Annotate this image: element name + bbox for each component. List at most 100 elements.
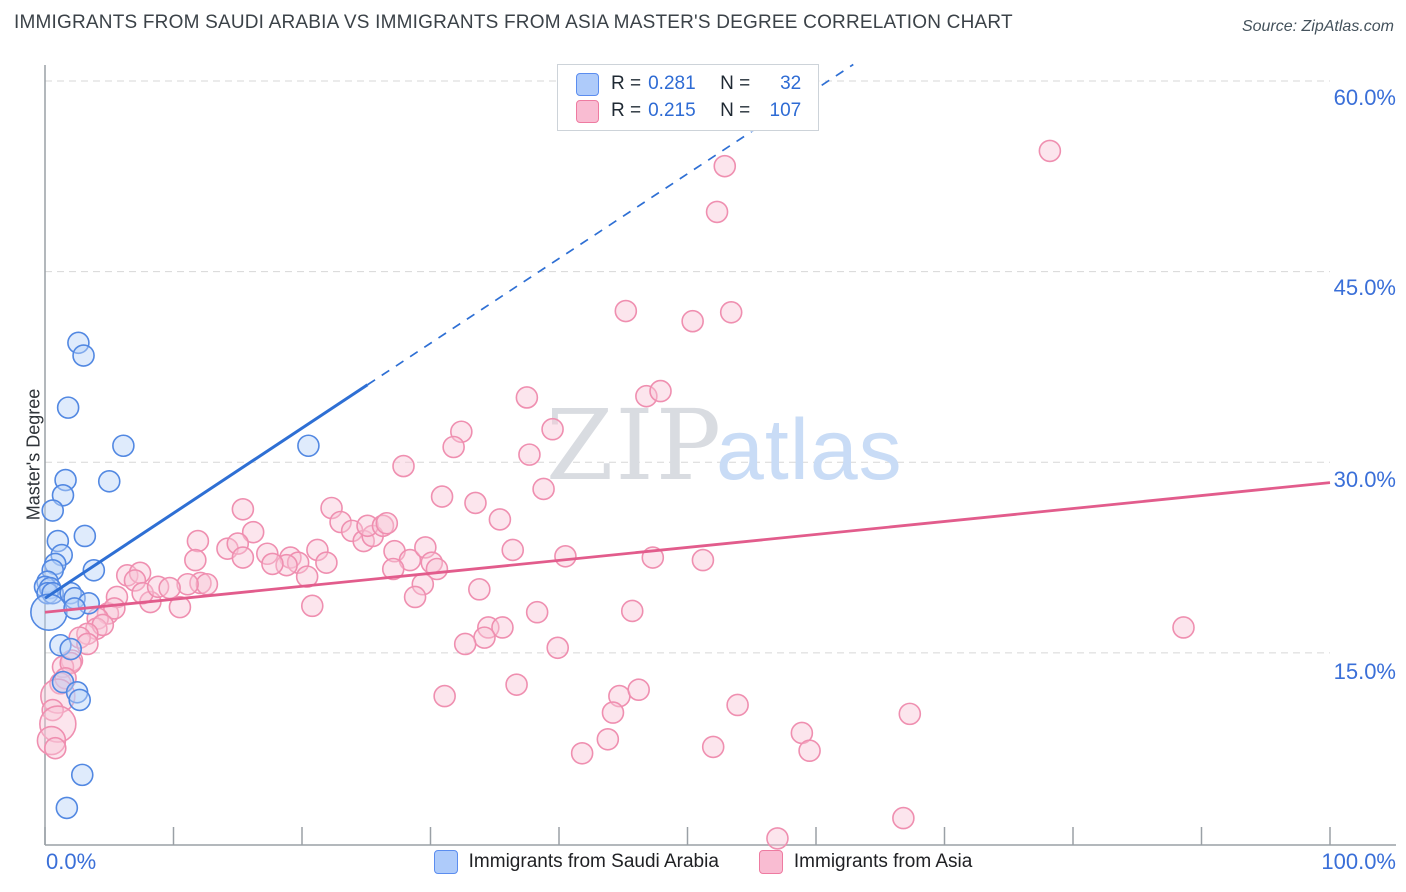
watermark-atlas: atlas — [716, 402, 903, 498]
scatter-point-asia[interactable] — [356, 514, 379, 538]
scatter-point-asia[interactable] — [392, 454, 415, 478]
scatter-point-asia[interactable] — [501, 538, 525, 562]
scatter-point-asia[interactable] — [488, 508, 512, 531]
scatter-point-asia[interactable] — [614, 299, 638, 323]
scatter-point-asia[interactable] — [403, 585, 427, 609]
scatter-point-asia[interactable] — [442, 435, 465, 459]
scatter-point-asia[interactable] — [43, 736, 67, 760]
scatter-point-asia[interactable] — [371, 514, 395, 538]
scatter-point-asia[interactable] — [532, 477, 555, 501]
scatter-point-asia[interactable] — [39, 705, 77, 743]
source-credit: Source: ZipAtlas.com — [1241, 18, 1394, 35]
scatter-point-saudi[interactable] — [59, 637, 82, 661]
scatter-point-asia[interactable] — [453, 632, 477, 656]
y-tick-label-45: 45.0% — [1333, 275, 1396, 300]
scatter-point-asia[interactable] — [40, 678, 76, 714]
x-axis-max-label: 100.0% — [1321, 849, 1396, 874]
scatter-point-asia[interactable] — [546, 636, 570, 660]
scatter-point-saudi[interactable] — [112, 434, 135, 458]
scatter-point-asia[interactable] — [570, 741, 594, 765]
scatter-point-asia[interactable] — [601, 701, 625, 724]
scatter-point-asia[interactable] — [168, 595, 192, 619]
scatter-point-asia[interactable] — [898, 702, 922, 726]
scatter-point-saudi[interactable] — [70, 763, 94, 787]
scatter-point-asia[interactable] — [627, 678, 650, 702]
scatter-point-asia[interactable] — [433, 684, 456, 708]
scatter-point-asia[interactable] — [719, 301, 743, 324]
scatter-point-asia[interactable] — [1172, 616, 1195, 639]
scatter-point-asia[interactable] — [596, 727, 620, 751]
scatter-point-asia[interactable] — [701, 735, 725, 759]
scatter-point-asia[interactable] — [103, 597, 126, 620]
watermark-zip: ZIP — [546, 389, 723, 502]
scatter-point-asia[interactable] — [300, 594, 324, 618]
asia-trend-line — [44, 481, 1331, 614]
scatter-point-asia[interactable] — [76, 632, 99, 656]
scatter-point-asia[interactable] — [315, 551, 338, 574]
r-value: 0.281 — [648, 73, 696, 94]
series-legend-item-saudi: Immigrants from Saudi Arabia — [433, 850, 719, 874]
scatter-point-asia[interactable] — [226, 532, 250, 555]
scatter-point-asia[interactable] — [649, 379, 672, 403]
scatter-point-saudi[interactable] — [97, 470, 121, 493]
scatter-point-asia[interactable] — [195, 572, 219, 596]
y-tick-label-15: 15.0% — [1333, 659, 1396, 684]
correlation-legend: R = 0.281 N = 32 R = 0.215 N = 107 — [557, 64, 819, 131]
scatter-point-asia[interactable] — [468, 578, 491, 601]
y-tick-label-30: 30.0% — [1333, 467, 1396, 492]
scatter-point-asia[interactable] — [705, 200, 729, 224]
scatter-point-asia[interactable] — [261, 552, 284, 576]
scatter-point-asia[interactable] — [256, 542, 279, 566]
scatter-point-asia[interactable] — [329, 510, 352, 534]
scatter-point-saudi[interactable] — [41, 499, 65, 522]
scatter-point-asia[interactable] — [41, 698, 65, 722]
scatter-point-saudi[interactable] — [72, 344, 95, 367]
scatter-point-asia[interactable] — [681, 309, 704, 333]
scatter-point-asia[interactable] — [464, 491, 487, 515]
scatter-point-asia[interactable] — [713, 154, 737, 178]
scatter-point-asia[interactable] — [554, 544, 577, 568]
scatter-point-asia[interactable] — [798, 739, 821, 763]
scatter-point-asia[interactable] — [726, 693, 749, 717]
scatter-point-asia[interactable] — [515, 386, 539, 409]
scatter-point-asia[interactable] — [505, 673, 528, 696]
scatter-point-asia[interactable] — [892, 806, 915, 830]
scatter-point-saudi[interactable] — [56, 396, 80, 419]
scatter-point-asia[interactable] — [491, 616, 514, 639]
scatter-point-asia[interactable] — [766, 827, 789, 850]
scatter-point-asia[interactable] — [430, 485, 454, 508]
scatter-point-saudi[interactable] — [55, 796, 79, 820]
series-legend-item-asia: Immigrants from Asia — [758, 850, 972, 874]
scatter-point-asia[interactable] — [231, 546, 255, 569]
scatter-point-asia[interactable] — [473, 626, 496, 649]
asia-series-swatch-icon — [758, 850, 783, 874]
scatter-point-asia[interactable] — [525, 600, 549, 624]
scatter-point-saudi[interactable] — [68, 688, 91, 712]
scatter-point-asia[interactable] — [620, 599, 644, 623]
scatter-point-saudi[interactable] — [67, 331, 90, 355]
scatter-point-asia[interactable] — [635, 384, 658, 408]
scatter-point-saudi[interactable] — [73, 524, 97, 548]
scatter-point-saudi[interactable] — [297, 434, 320, 458]
scatter-point-asia[interactable] — [123, 569, 147, 592]
scatter-point-asia[interactable] — [320, 496, 343, 520]
scatter-point-asia[interactable] — [176, 572, 199, 596]
scatter-point-saudi[interactable] — [82, 558, 106, 582]
scatter-point-asia[interactable] — [186, 529, 210, 553]
scatter-point-asia[interactable] — [375, 511, 399, 535]
scatter-point-saudi[interactable] — [36, 581, 59, 605]
scatter-point-asia[interactable] — [691, 548, 715, 572]
scatter-point-asia[interactable] — [146, 575, 170, 599]
scatter-point-asia[interactable] — [306, 538, 329, 562]
scatter-point-asia[interactable] — [231, 497, 255, 521]
scatter-point-asia[interactable] — [541, 417, 564, 441]
scatter-point-asia[interactable] — [1038, 139, 1062, 163]
x-axis-min-label: 0.0% — [46, 849, 97, 874]
scatter-point-asia[interactable] — [381, 557, 405, 581]
scatter-point-asia[interactable] — [241, 520, 265, 544]
scatter-point-asia[interactable] — [158, 576, 181, 600]
scatter-point-asia[interactable] — [518, 443, 541, 466]
scatter-point-asia[interactable] — [184, 548, 207, 572]
scatter-point-saudi[interactable] — [46, 529, 70, 553]
asia-series-swatch-icon — [576, 99, 599, 123]
